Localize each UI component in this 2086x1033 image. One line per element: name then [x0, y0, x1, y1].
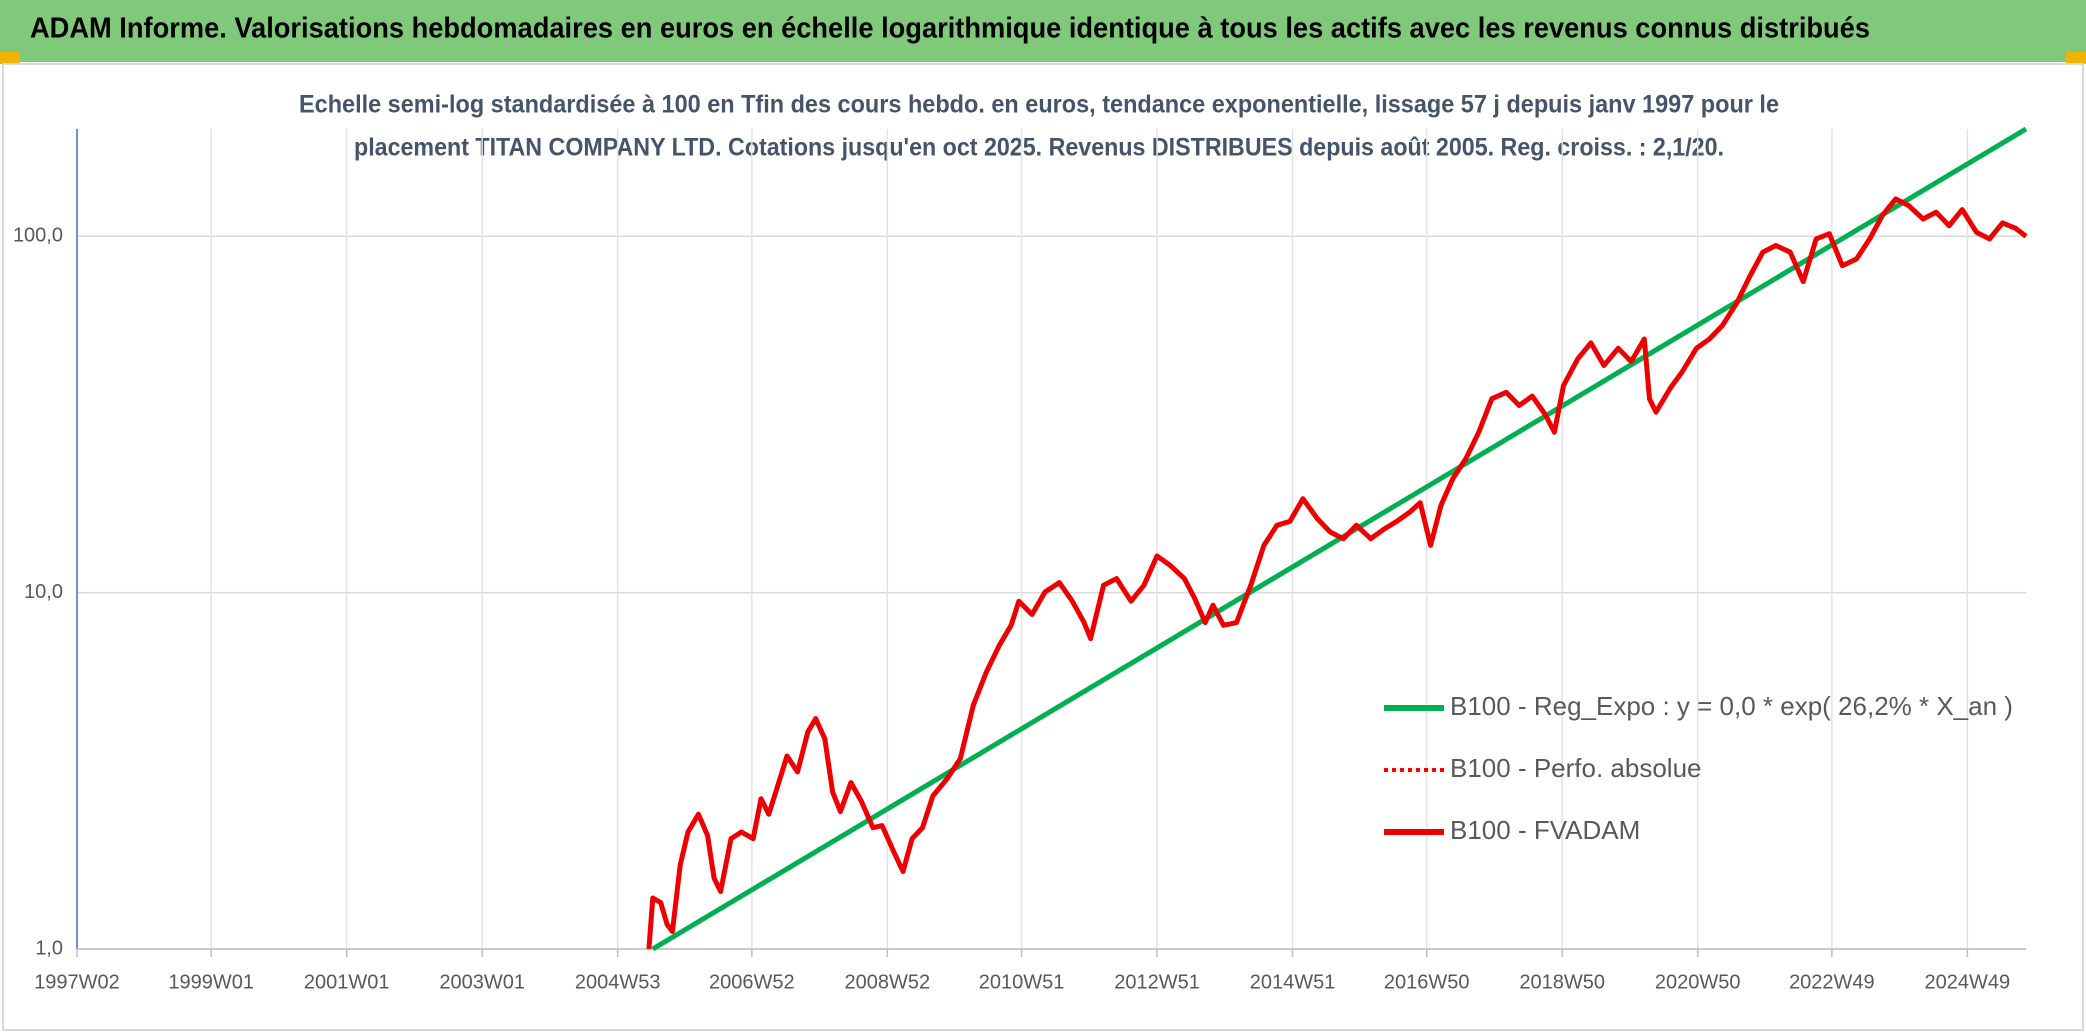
x-tick-label: 2010W51: [979, 971, 1065, 993]
x-tick-label: 2006W52: [709, 971, 795, 993]
legend-label: B100 - FVADAM: [1450, 815, 1640, 845]
corner-mark: [2066, 52, 2086, 64]
x-tick-label: 2024W49: [1925, 971, 2011, 993]
x-tick-label: 2008W52: [845, 971, 931, 993]
corner-mark: [0, 52, 20, 64]
chart-title: ADAM Informe. Valorisations hebdomadaire…: [30, 13, 1870, 45]
x-tick-label: 1999W01: [168, 971, 254, 993]
x-tick-label: 1997W02: [34, 971, 120, 993]
chart-frame: [2, 63, 2084, 1031]
x-tick-label: 2001W01: [304, 971, 390, 993]
legend: B100 - Reg_Expo : y = 0,0 * exp( 26,2% *…: [1384, 691, 2013, 845]
y-tick-label: 1,0: [35, 937, 63, 959]
x-tick-label: 2018W50: [1519, 971, 1605, 993]
legend-label: B100 - Reg_Expo : y = 0,0 * exp( 26,2% *…: [1450, 691, 2013, 721]
grid: 1,0 10,0 100,0 1997W02 1999W01 2001W01 2003W01…: [13, 129, 2026, 993]
title-banner: [0, 0, 2086, 62]
x-tick-label: 2012W51: [1114, 971, 1200, 993]
x-tick-label: 2016W50: [1384, 971, 1470, 993]
x-tick-label: 2014W51: [1250, 971, 1336, 993]
y-tick-label: 100,0: [13, 225, 63, 247]
plot-area: [646, 126, 2028, 952]
legend-label: B100 - Perfo. absolue: [1450, 753, 1702, 783]
chart-subtitle: Echelle semi-log standardisée à 100 en T…: [299, 91, 1779, 119]
x-tick-label: 2022W49: [1789, 971, 1875, 993]
x-tick-label: 2020W50: [1655, 971, 1741, 993]
series-line: [646, 196, 2028, 950]
x-tick-label: 2004W53: [575, 971, 661, 993]
y-tick-label: 10,0: [24, 581, 63, 603]
chart-subtitle: placement TITAN COMPANY LTD. Cotations j…: [354, 134, 1724, 162]
x-tick-label: 2003W01: [439, 971, 525, 993]
